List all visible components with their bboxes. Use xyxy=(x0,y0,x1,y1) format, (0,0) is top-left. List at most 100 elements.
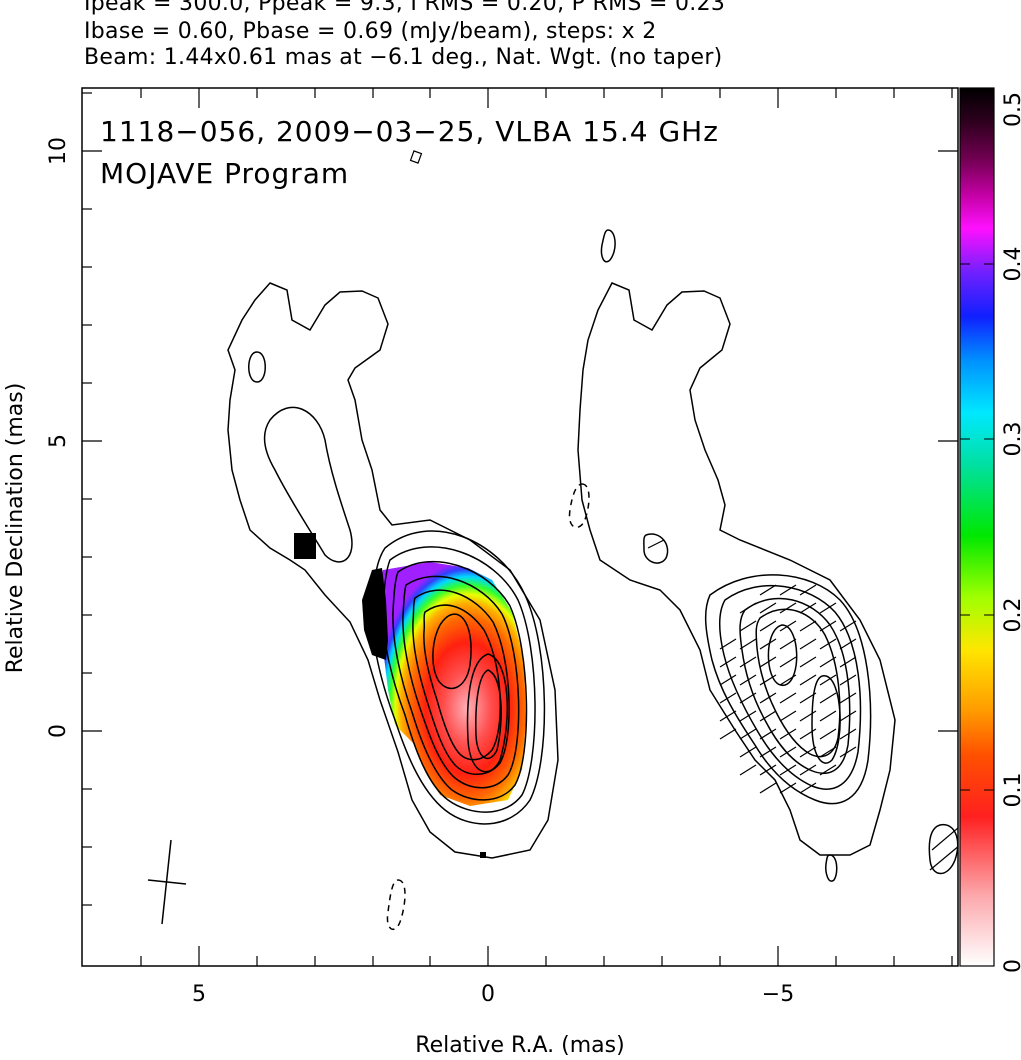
evpa-stick xyxy=(759,692,777,704)
evpa-stick xyxy=(779,638,797,650)
evpa-stick xyxy=(759,710,777,722)
evpa-stick xyxy=(779,656,797,668)
evpa-stick xyxy=(779,674,797,686)
beam-cross xyxy=(147,839,187,925)
colorbar-tick-0.4: 0.4 xyxy=(1001,247,1021,282)
evpa-stick xyxy=(779,764,797,776)
evpa-stick xyxy=(719,728,737,740)
evpa-stick xyxy=(799,602,817,614)
evpa-stick xyxy=(739,638,757,650)
y-tick-label-0: 0 xyxy=(46,724,71,738)
colorbar-tick-0.1: 0.1 xyxy=(1001,773,1021,808)
evpa-stick xyxy=(839,638,857,650)
evpa-stick xyxy=(839,692,857,704)
colorbar-tick-0.5: 0.5 xyxy=(1001,92,1021,127)
evpa-stick xyxy=(719,656,737,668)
evpa-stick xyxy=(739,674,757,686)
evpa-stick xyxy=(799,710,817,722)
evpa-stick xyxy=(759,674,777,686)
evpa-stick xyxy=(719,638,737,650)
evpa-stick xyxy=(779,782,797,794)
plot-frame xyxy=(81,87,959,967)
evpa-stick xyxy=(759,746,777,758)
evpa-stick xyxy=(759,656,777,668)
evpa-stick xyxy=(819,638,837,650)
evpa-stick xyxy=(719,674,737,686)
evpa-vectors-outlier xyxy=(647,539,958,871)
evpa-stick xyxy=(759,602,777,614)
evpa-stick xyxy=(819,620,837,632)
colorbar-tick-0.2: 0.2 xyxy=(1001,598,1021,633)
evpa-stick xyxy=(819,764,837,776)
evpa-vectors xyxy=(719,584,857,794)
evpa-stick xyxy=(839,674,857,686)
evpa-stick xyxy=(819,728,837,740)
evpa-stick xyxy=(759,584,777,596)
evpa-stick xyxy=(819,746,837,758)
evpa-stick xyxy=(719,710,737,722)
evpa-stick xyxy=(759,638,777,650)
evpa-stick xyxy=(819,656,837,668)
y-tick-label-10: 10 xyxy=(46,137,71,165)
evpa-stick xyxy=(799,764,817,776)
header-line-2: Ibase = 0.60, Pbase = 0.69 (mJy/beam), s… xyxy=(84,19,657,44)
high-fraction-black-region xyxy=(362,568,388,660)
colorbar xyxy=(959,87,995,967)
evpa-stick xyxy=(779,728,797,740)
colorbar-tick-0: 0 xyxy=(1001,959,1021,973)
evpa-stick xyxy=(819,710,837,722)
header-line-1: Ipeak = 300.0, Ppeak = 9.3, I RMS = 0.20… xyxy=(84,0,726,16)
evpa-stick xyxy=(799,584,817,596)
evpa-stick xyxy=(799,728,817,740)
evpa-stick xyxy=(779,584,797,596)
plot-title-line-1: 1118−056, 2009−03−25, VLBA 15.4 GHz xyxy=(100,115,719,148)
evpa-stick xyxy=(799,692,817,704)
evpa-stick xyxy=(819,602,837,614)
evpa-stick xyxy=(739,746,757,758)
y-tick-label-5: 5 xyxy=(46,434,71,448)
tick-marks xyxy=(82,88,958,966)
evpa-stick xyxy=(739,710,757,722)
left-total-intensity-contours xyxy=(227,282,559,859)
evpa-stick xyxy=(799,782,817,794)
right-negative-contours xyxy=(568,483,590,529)
evpa-stick xyxy=(739,764,757,776)
evpa-stick xyxy=(759,728,777,740)
evpa-stick xyxy=(819,692,837,704)
evpa-stick xyxy=(839,656,857,668)
evpa-stick xyxy=(799,638,817,650)
evpa-stick xyxy=(739,692,757,704)
evpa-stick xyxy=(799,674,817,686)
evpa-stick xyxy=(819,674,837,686)
evpa-stick xyxy=(739,620,757,632)
evpa-stick xyxy=(799,620,817,632)
evpa-stick xyxy=(739,656,757,668)
evpa-stick xyxy=(739,728,757,740)
colorbar-ticks xyxy=(960,87,994,967)
evpa-stick xyxy=(779,602,797,614)
top-component-marker xyxy=(409,150,423,164)
header-line-3: Beam: 1.44x0.61 mas at −6.1 deg., Nat. W… xyxy=(84,45,723,70)
evpa-stick xyxy=(779,620,797,632)
evpa-stick xyxy=(839,746,857,758)
right-total-intensity-contours xyxy=(577,229,958,882)
evpa-stick xyxy=(839,728,857,740)
colorbar-tick-0.3: 0.3 xyxy=(1001,422,1021,457)
left-negative-contours xyxy=(386,879,406,931)
evpa-stick xyxy=(799,746,817,758)
high-fraction-black-patch xyxy=(294,533,316,559)
evpa-stick xyxy=(839,710,857,722)
left-component-marker xyxy=(480,852,486,858)
evpa-stick xyxy=(779,692,797,704)
evpa-stick xyxy=(719,692,737,704)
x-tick-label-minus5: −5 xyxy=(762,982,794,1007)
y-axis-label: Relative Declination (mas) xyxy=(3,383,28,674)
evpa-stick xyxy=(739,602,757,614)
evpa-stick xyxy=(799,656,817,668)
x-axis-label: Relative R.A. (mas) xyxy=(415,1033,624,1058)
x-tick-label-5: 5 xyxy=(192,982,206,1007)
evpa-stick xyxy=(759,782,777,794)
evpa-stick xyxy=(759,764,777,776)
fractional-polarization-image xyxy=(372,562,526,806)
